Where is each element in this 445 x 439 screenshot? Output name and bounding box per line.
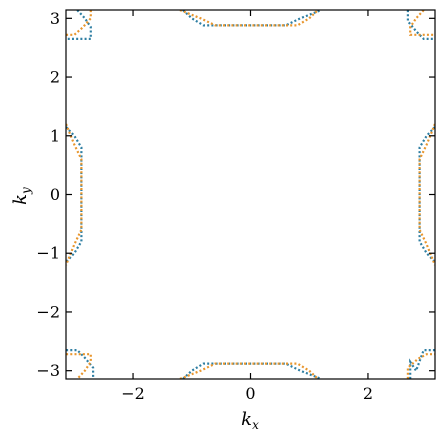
y-tick-label: −1 [36,244,60,263]
y-tick-label: −3 [36,361,60,380]
y-tick-label: 0 [50,185,60,204]
series-1-path-7 [406,353,435,379]
series-0-path-5 [406,10,435,41]
y-tick-label: 2 [50,68,60,87]
series-0-path-4 [66,10,92,41]
series-1-path-3 [418,123,435,266]
ticks [66,10,435,379]
series-1-path-2 [66,123,83,266]
x-tick-label: 0 [245,384,255,403]
y-axis-label: ky [10,187,33,205]
series-0-path-1 [182,362,322,379]
series-0-path-0 [182,10,322,27]
series-1-path-6 [66,353,92,379]
data-layer [66,10,435,379]
series-1-path-4 [66,10,92,36]
series-0-path-2 [66,126,83,263]
tick-labels: −2 0 2 −3 −2 −1 0 1 2 3 [36,9,373,403]
series-0-path-3 [418,126,435,263]
y-tick-label: −2 [36,302,60,321]
series-1-path-0 [179,10,319,27]
x-tick-label: 2 [363,384,373,403]
series-1-path-1 [179,362,319,379]
x-axis-label: kx [241,409,259,432]
y-tick-label: 3 [50,9,60,28]
series-0-path-6 [66,349,95,379]
series-1-path-5 [409,10,435,36]
plot-frame [65,9,436,380]
x-tick-label: −2 [121,384,145,403]
y-tick-label: 1 [50,126,60,145]
